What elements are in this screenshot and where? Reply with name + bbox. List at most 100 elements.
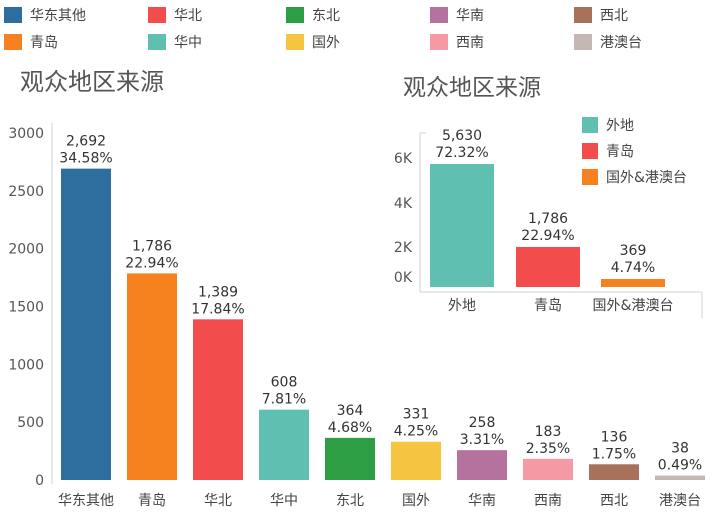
legend-swatch bbox=[574, 34, 592, 50]
inset-percent-label: 72.32% bbox=[435, 145, 488, 161]
legend-swatch bbox=[148, 7, 166, 23]
legend-item: 华南 bbox=[430, 5, 484, 25]
main-value-label: 608 bbox=[271, 375, 298, 391]
legend-item: 青岛 bbox=[4, 32, 58, 52]
main-category-label: 华南 bbox=[468, 493, 496, 509]
inset-y-tick-label: 0K bbox=[394, 270, 413, 286]
legend-swatch bbox=[430, 34, 448, 50]
legend-label: 青岛 bbox=[30, 35, 58, 51]
inset-value-label: 1,786 bbox=[528, 211, 568, 227]
main-chart-title: 观众地区来源 bbox=[20, 68, 164, 96]
main-percent-label: 3.31% bbox=[460, 432, 504, 448]
main-percent-label: 7.81% bbox=[262, 392, 306, 408]
inset-y-tick-label: 4K bbox=[394, 196, 413, 212]
main-category-label: 华北 bbox=[204, 493, 232, 509]
inset-bar bbox=[516, 247, 580, 287]
inset-legend-item: 国外&港澳台 bbox=[582, 164, 687, 190]
legend-label: 华南 bbox=[456, 8, 484, 24]
legend-item: 华中 bbox=[148, 32, 202, 52]
main-percent-label: 2.35% bbox=[526, 441, 570, 457]
main-value-label: 136 bbox=[601, 429, 628, 445]
main-value-label: 1,786 bbox=[132, 238, 172, 254]
main-category-label: 国外 bbox=[402, 493, 430, 509]
main-percent-label: 17.84% bbox=[191, 301, 244, 317]
legend-label: 东北 bbox=[312, 8, 340, 24]
main-bar bbox=[259, 409, 309, 480]
main-value-label: 1,389 bbox=[198, 284, 238, 300]
main-value-label: 38 bbox=[671, 441, 689, 457]
inset-legend: 外地青岛国外&港澳台 bbox=[582, 112, 687, 190]
legend-item: 东北 bbox=[286, 5, 340, 25]
inset-legend-swatch bbox=[582, 143, 598, 159]
legend-swatch bbox=[430, 7, 448, 23]
main-y-tick-label: 500 bbox=[17, 415, 44, 431]
main-bar bbox=[127, 273, 177, 480]
inset-category-label: 外地 bbox=[448, 298, 476, 314]
main-bar bbox=[589, 464, 639, 480]
inset-bar bbox=[430, 164, 494, 287]
inset-value-label: 5,630 bbox=[442, 128, 482, 144]
main-bar bbox=[523, 458, 573, 480]
legend-swatch bbox=[286, 7, 304, 23]
inset-legend-label: 外地 bbox=[606, 118, 634, 134]
legend-label: 国外 bbox=[312, 35, 340, 51]
main-bar bbox=[193, 319, 243, 480]
legend-swatch bbox=[286, 34, 304, 50]
main-value-label: 331 bbox=[403, 407, 430, 423]
main-bar bbox=[391, 441, 441, 480]
main-percent-label: 22.94% bbox=[125, 255, 178, 271]
main-bar bbox=[325, 437, 375, 480]
main-value-label: 258 bbox=[469, 415, 496, 431]
legend-swatch bbox=[4, 34, 22, 50]
inset-category-label: 国外&港澳台 bbox=[593, 298, 674, 314]
legend-swatch bbox=[574, 7, 592, 23]
legend-item: 西南 bbox=[430, 32, 484, 52]
inset-y-tick-label: 6K bbox=[394, 151, 413, 167]
main-bar bbox=[457, 450, 507, 480]
inset-legend-item: 青岛 bbox=[582, 138, 687, 164]
legend-swatch bbox=[148, 34, 166, 50]
inset-percent-label: 4.74% bbox=[611, 260, 655, 276]
inset-category-label: 青岛 bbox=[534, 298, 562, 314]
main-y-tick-label: 3000 bbox=[8, 126, 44, 142]
main-category-label: 东北 bbox=[336, 493, 364, 509]
inset-bar bbox=[601, 279, 665, 287]
inset-chart-title: 观众地区来源 bbox=[403, 75, 541, 101]
legend-label: 西北 bbox=[600, 8, 628, 24]
legend-label: 港澳台 bbox=[600, 35, 642, 51]
legend-item: 港澳台 bbox=[574, 32, 642, 52]
main-category-label: 港澳台 bbox=[659, 493, 701, 509]
main-value-label: 364 bbox=[337, 403, 364, 419]
legend-label: 西南 bbox=[456, 35, 484, 51]
legend-label: 华北 bbox=[174, 8, 202, 24]
main-value-label: 183 bbox=[535, 424, 562, 440]
main-category-label: 青岛 bbox=[138, 493, 166, 509]
legend-swatch bbox=[4, 7, 22, 23]
main-category-label: 华中 bbox=[270, 493, 298, 509]
main-percent-label: 4.68% bbox=[328, 420, 372, 436]
legend-label: 华中 bbox=[174, 35, 202, 51]
inset-legend-label: 国外&港澳台 bbox=[606, 170, 687, 186]
main-y-tick-label: 1500 bbox=[8, 300, 44, 316]
main-bar bbox=[655, 475, 705, 480]
legend-item: 国外 bbox=[286, 32, 340, 52]
legend-item: 华北 bbox=[148, 5, 202, 25]
main-value-label: 2,692 bbox=[66, 134, 106, 150]
main-category-label: 西北 bbox=[600, 493, 628, 509]
legend-label: 华东其他 bbox=[30, 8, 86, 24]
inset-percent-label: 22.94% bbox=[521, 228, 574, 244]
main-bar bbox=[61, 168, 111, 480]
top-legend: 华东其他 华北 东北 华南 西北青岛 华中 国外 西南 港澳台 bbox=[0, 0, 722, 60]
main-y-tick-label: 2500 bbox=[8, 184, 44, 200]
main-percent-label: 4.25% bbox=[394, 424, 438, 440]
legend-item: 华东其他 bbox=[4, 5, 86, 25]
main-percent-label: 1.75% bbox=[592, 446, 636, 462]
inset-legend-item: 外地 bbox=[582, 112, 687, 138]
inset-legend-swatch bbox=[582, 169, 598, 185]
main-y-tick-label: 0 bbox=[35, 473, 44, 489]
inset-legend-swatch bbox=[582, 117, 598, 133]
main-percent-label: 0.49% bbox=[658, 458, 702, 474]
main-category-label: 西南 bbox=[534, 493, 562, 509]
inset-legend-label: 青岛 bbox=[606, 144, 634, 160]
